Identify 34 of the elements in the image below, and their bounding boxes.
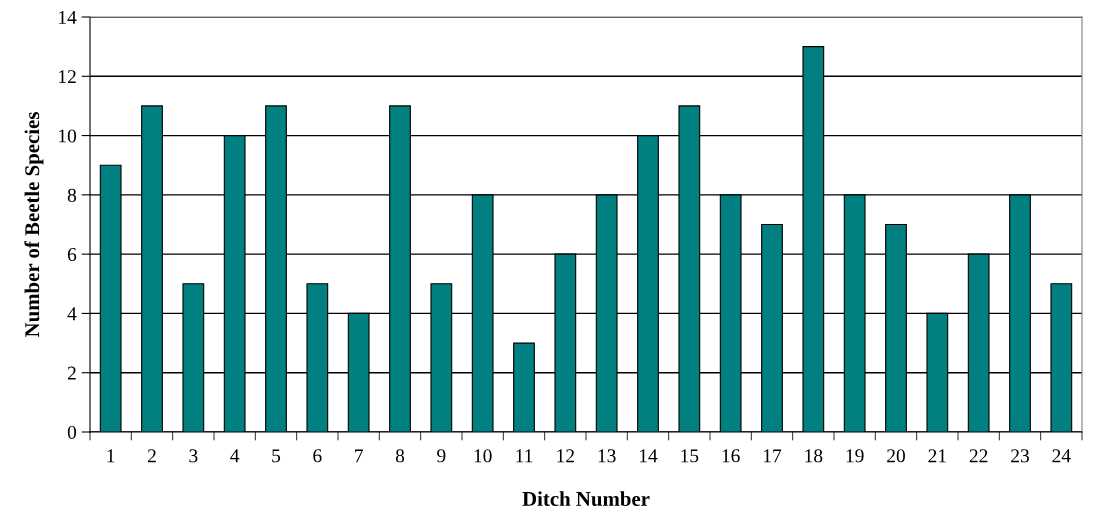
y-tick-label: 14: [59, 10, 77, 24]
x-tick-label: 6: [313, 449, 322, 463]
x-axis-title: Ditch Number: [522, 491, 650, 507]
x-tick-label: 12: [557, 449, 574, 463]
x-tick-label: 22: [969, 449, 988, 463]
x-tick-label: 11: [516, 449, 533, 463]
x-tick-label: 17: [763, 449, 782, 463]
y-tick-label: 12: [59, 70, 76, 84]
x-tick-label: 2: [147, 449, 156, 463]
x-tick-label: 20: [887, 449, 905, 463]
x-tick-label: 9: [437, 449, 446, 463]
y-tick-label: 8: [67, 188, 77, 202]
y-tick-label: 0: [67, 425, 77, 439]
x-tick-label: 4: [230, 449, 240, 463]
y-tick-label: 10: [59, 129, 77, 143]
x-tick-label: 3: [189, 449, 198, 463]
x-tick-label: 15: [681, 449, 699, 463]
x-tick-label: 21: [928, 449, 946, 463]
x-tick-label: 8: [395, 449, 405, 463]
y-tick-label: 6: [67, 248, 77, 262]
x-tick-label: 10: [474, 449, 492, 463]
x-tick-label: 7: [355, 449, 363, 463]
x-tick-label: 13: [598, 449, 616, 463]
x-tick-label: 1: [107, 449, 115, 463]
x-tick-label: 14: [639, 449, 658, 463]
x-tick-label: 19: [846, 449, 864, 463]
x-tick-label: 23: [1011, 449, 1029, 463]
y-tick-label: 4: [67, 307, 77, 321]
x-tick-label: 16: [722, 449, 740, 463]
x-tick-label: 18: [805, 449, 823, 463]
y-axis-title: Number of Beetle Species: [24, 112, 44, 338]
x-tick-label: 24: [1052, 449, 1071, 463]
y-tick-label: 2: [67, 366, 76, 380]
x-tick-label: 5: [272, 449, 281, 463]
